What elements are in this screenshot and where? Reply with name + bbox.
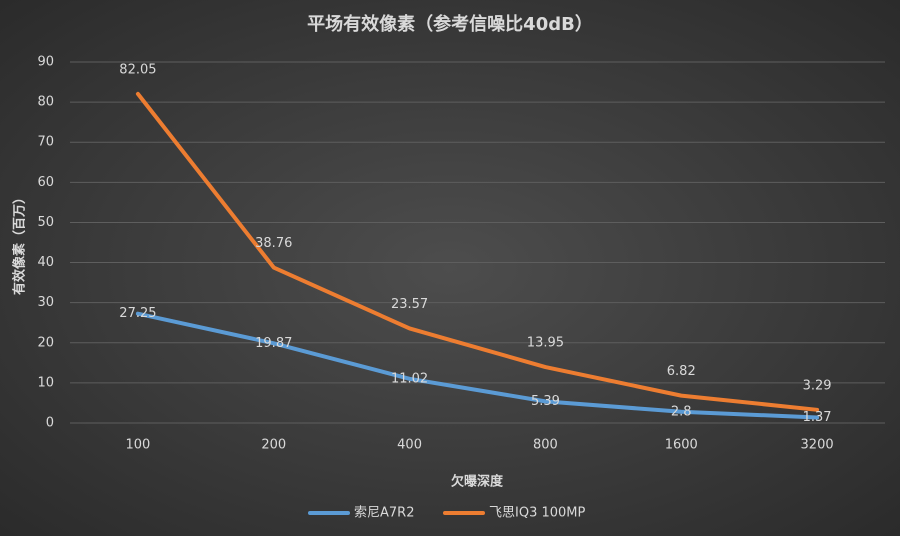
- data-label: 3.29: [803, 378, 832, 393]
- x-tick-label: 400: [397, 438, 422, 453]
- data-label: 1.37: [803, 410, 832, 425]
- y-tick-label: 80: [37, 95, 54, 110]
- y-tick-label: 70: [37, 135, 54, 150]
- y-tick-label: 20: [37, 335, 54, 350]
- data-label: 38.76: [255, 236, 292, 251]
- data-label: 5.39: [531, 394, 560, 409]
- data-label: 27.25: [119, 306, 156, 321]
- legend-label: 索尼A7R2: [354, 506, 414, 521]
- x-tick-label: 1600: [665, 438, 698, 453]
- x-tick-label: 800: [533, 438, 558, 453]
- y-tick-label: 90: [37, 55, 54, 70]
- y-axis-label: 有效像素（百万）: [12, 191, 28, 295]
- x-axis-label: 欠曝深度: [451, 474, 504, 490]
- series-line: [135, 311, 820, 420]
- legend-label: 飞思IQ3 100MP: [489, 506, 585, 521]
- series-line: [135, 91, 820, 412]
- x-tick-label: 3200: [801, 438, 834, 453]
- data-label: 11.02: [391, 371, 428, 386]
- y-tick-label: 50: [37, 215, 54, 230]
- data-label: 13.95: [527, 336, 564, 351]
- x-tick-label: 100: [126, 438, 151, 453]
- x-tick-label: 200: [261, 438, 286, 453]
- y-tick-label: 40: [37, 255, 54, 270]
- data-label: 82.05: [119, 62, 156, 77]
- y-tick-label: 30: [37, 295, 54, 310]
- data-label: 2.8: [671, 404, 692, 419]
- y-tick-label: 10: [37, 375, 54, 390]
- chart-title: 平场有效像素（参考信噪比40dB）: [307, 13, 593, 35]
- data-label: 19.87: [255, 336, 292, 351]
- y-tick-label: 0: [46, 416, 54, 431]
- data-label: 23.57: [391, 297, 428, 312]
- data-label: 6.82: [667, 364, 696, 379]
- y-tick-label: 60: [37, 175, 54, 190]
